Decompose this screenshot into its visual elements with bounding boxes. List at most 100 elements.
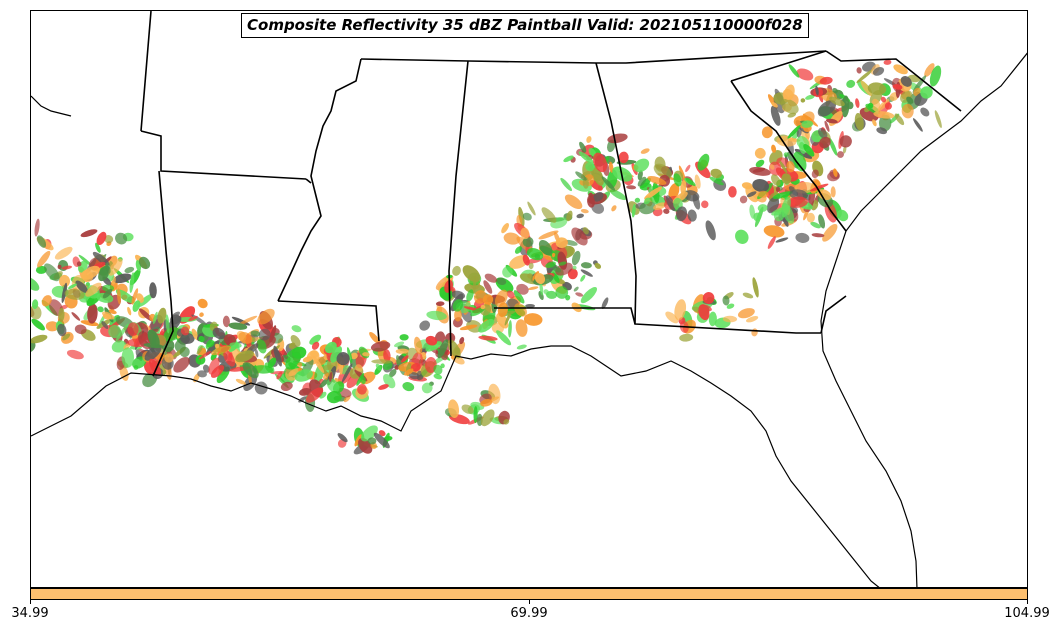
reflectivity-cell: [749, 204, 756, 219]
reflectivity-cell: [780, 98, 799, 114]
reflectivity-cell: [900, 75, 912, 87]
reflectivity-cell: [601, 297, 609, 309]
reflectivity-cell: [408, 372, 420, 380]
reflectivity-cell: [58, 307, 65, 322]
reflectivity-cell: [326, 390, 342, 404]
reflectivity-cell: [841, 95, 850, 118]
border-tn-river: [277, 58, 362, 302]
reflectivity-cell: [115, 232, 128, 245]
reflectivity-cell: [45, 321, 59, 332]
reflectivity-cell: [726, 303, 735, 309]
reflectivity-cell: [34, 218, 40, 237]
reflectivity-cell: [751, 328, 758, 337]
reflectivity-cell: [708, 311, 717, 327]
reflectivity-cell: [525, 304, 535, 308]
reflectivity-cell: [362, 352, 370, 357]
reflectivity-cell: [752, 167, 766, 173]
reflectivity-cell: [206, 339, 215, 348]
reflectivity-cell: [752, 179, 770, 192]
reflectivity-cell: [514, 303, 527, 317]
reflectivity-cell: [687, 209, 697, 222]
reflectivity-cell: [526, 247, 544, 261]
reflectivity-cell: [555, 286, 569, 299]
reflectivity-cell: [781, 173, 792, 184]
reflectivity-cell: [894, 113, 905, 126]
reflectivity-cell: [305, 387, 324, 403]
reflectivity-cell: [478, 335, 498, 341]
reflectivity-cell: [856, 69, 874, 84]
reflectivity-cell: [786, 161, 795, 173]
reflectivity-cell: [71, 312, 81, 321]
colorbar-tick-middle: [529, 600, 530, 604]
reflectivity-cell: [66, 349, 84, 360]
reflectivity-cell: [215, 343, 220, 349]
reflectivity-cell: [800, 98, 806, 103]
reflectivity-cell: [538, 230, 559, 240]
reflectivity-cell: [419, 320, 431, 331]
reflectivity-cell: [41, 295, 52, 307]
reflectivity-cell: [95, 242, 101, 253]
reflectivity-cell: [822, 223, 838, 242]
reflectivity-cell: [280, 381, 293, 391]
reflectivity-cell: [825, 118, 838, 124]
reflectivity-cell: [766, 196, 780, 214]
reflectivity-cell: [61, 265, 73, 270]
reflectivity-cell: [127, 306, 132, 316]
reflectivity-cell: [872, 119, 877, 127]
reflectivity-cell: [815, 85, 819, 96]
border-ar-ms-north: [140, 130, 307, 180]
reflectivity-cell: [837, 151, 844, 158]
reflectivity-cell: [357, 384, 367, 395]
reflectivity-cell: [680, 180, 687, 194]
reflectivity-cell: [775, 186, 781, 193]
reflectivity-cell: [228, 322, 248, 330]
reflectivity-cell: [809, 183, 829, 192]
reflectivity-cell: [309, 334, 322, 345]
reflectivity-cell: [294, 369, 313, 382]
reflectivity-cell: [354, 434, 362, 447]
reflectivity-cell: [846, 79, 856, 88]
reflectivity-cell: [369, 332, 381, 345]
reflectivity-cell: [148, 358, 162, 376]
reflectivity-cell: [801, 120, 814, 128]
reflectivity-cell: [591, 202, 605, 214]
reflectivity-cell: [235, 378, 246, 385]
reflectivity-cell: [692, 193, 701, 210]
reflectivity-cell: [560, 177, 573, 192]
reflectivity-cell: [238, 315, 258, 325]
reflectivity-cell: [593, 152, 608, 173]
reflectivity-cell: [701, 200, 709, 209]
border-ms-al: [448, 60, 469, 357]
reflectivity-cell: [288, 368, 300, 377]
reflectivity-cell: [906, 96, 914, 104]
reflectivity-cell: [665, 195, 676, 211]
reflectivity-cell: [229, 342, 242, 349]
reflectivity-cell: [199, 312, 204, 317]
reflectivity-cell: [640, 148, 650, 154]
reflectivity-cell: [817, 189, 832, 201]
reflectivity-cell: [360, 425, 378, 442]
reflectivity-cell: [61, 282, 68, 304]
reflectivity-cell: [80, 229, 98, 238]
reflectivity-cell: [543, 289, 550, 296]
reflectivity-cell: [395, 348, 409, 354]
reflectivity-cell: [470, 307, 485, 317]
reflectivity-cell: [673, 173, 682, 187]
reflectivity-cell: [96, 231, 107, 246]
reflectivity-cell: [878, 114, 892, 132]
reflectivity-cell: [297, 362, 303, 368]
reflectivity-cell: [113, 273, 132, 284]
reflectivity-cell: [527, 201, 536, 216]
reflectivity-cell: [819, 76, 833, 85]
reflectivity-cell: [676, 206, 688, 222]
reflectivity-cell: [506, 290, 515, 299]
reflectivity-cell: [497, 302, 508, 318]
reflectivity-cell: [210, 345, 232, 356]
border-tx-la: [152, 170, 174, 377]
reflectivity-cell: [522, 212, 532, 221]
reflectivity-cell: [360, 376, 366, 385]
reflectivity-cell: [653, 163, 672, 179]
reflectivity-cell: [824, 120, 830, 132]
reflectivity-cell: [555, 237, 568, 249]
reflectivity-cell: [514, 246, 523, 254]
